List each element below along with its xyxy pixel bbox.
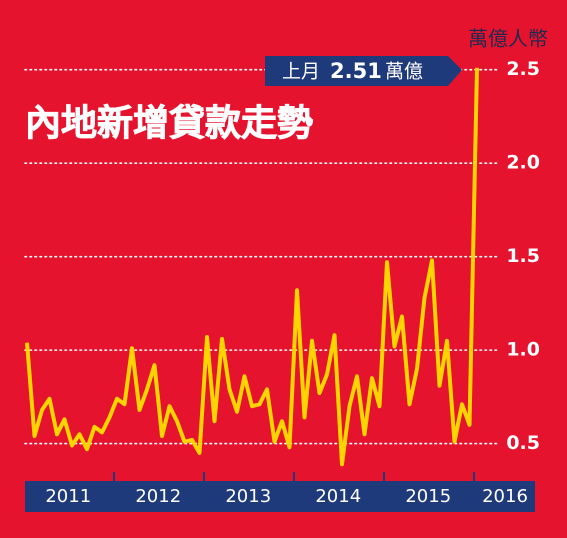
chart-title: 內地新增貸款走勢	[25, 102, 313, 144]
x-tick-label: 2015	[405, 486, 451, 507]
annotation-text: 萬億	[385, 61, 423, 83]
x-tick-label: 2016	[482, 486, 528, 507]
unit-label: 萬億人幣	[468, 27, 548, 51]
annotation-value: 2.51	[330, 59, 382, 83]
year-band	[25, 481, 535, 512]
annotation-text: 上月	[282, 61, 320, 83]
data-line	[25, 67, 479, 467]
annotation-box	[265, 56, 462, 86]
y-tick-label: 1.0	[506, 339, 540, 361]
y-tick-label: 0.5	[506, 432, 540, 454]
x-tick-label: 2014	[315, 486, 361, 507]
y-tick-label: 2.0	[506, 152, 540, 174]
x-tick-label: 2013	[225, 486, 271, 507]
y-tick-label: 1.5	[506, 245, 540, 267]
annotation: 上月 2.51 萬億	[265, 56, 462, 86]
y-tick-label: 2.5	[506, 58, 540, 80]
x-tick-label: 2011	[45, 486, 91, 507]
x-tick-label: 2012	[135, 486, 181, 507]
